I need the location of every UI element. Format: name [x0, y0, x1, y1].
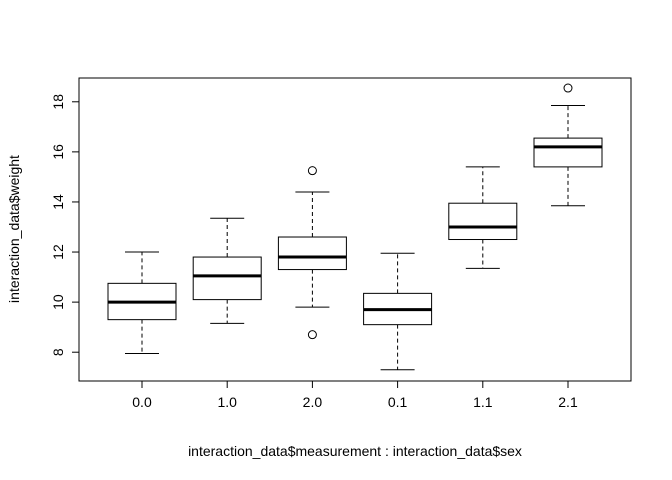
plot-frame: [78, 77, 632, 382]
outlier-point: [307, 330, 317, 340]
x-tick-label: 1.1: [473, 394, 493, 410]
y-tick-label: 8: [50, 348, 66, 356]
y-tick-label: 18: [50, 94, 66, 110]
outlier-point: [563, 83, 573, 93]
y-axis: 8 10 12 14 16 18: [50, 94, 80, 356]
iqr-box: [277, 236, 347, 271]
x-axis-label: interaction_data$measurement : interacti…: [188, 443, 522, 459]
iqr-box: [192, 256, 262, 301]
box-group-2.0: [277, 166, 347, 340]
y-tick-label: 10: [50, 294, 66, 310]
box-group-1.1: [448, 166, 518, 269]
iqr-box: [448, 202, 518, 241]
x-tick-label: 0.0: [132, 394, 152, 410]
x-tick-label: 2.0: [303, 394, 323, 410]
y-tick-label: 12: [50, 244, 66, 260]
x-tick-label: 1.0: [217, 394, 237, 410]
x-tick-label: 2.1: [558, 394, 578, 410]
y-tick-label: 16: [50, 144, 66, 160]
x-tick-label: 0.1: [388, 394, 408, 410]
boxes-layer: [107, 83, 603, 371]
y-axis-label: interaction_data$weight: [6, 155, 22, 303]
y-tick-label: 14: [50, 194, 66, 210]
x-axis: 0.0 1.0 2.0 0.1 1.1 2.1: [132, 380, 578, 410]
box-group-0.0: [107, 251, 177, 354]
box-group-1.0: [192, 217, 262, 324]
box-group-2.1: [533, 83, 603, 207]
box-group-0.1: [363, 252, 433, 371]
iqr-box: [533, 137, 603, 168]
outlier-point: [307, 166, 317, 176]
